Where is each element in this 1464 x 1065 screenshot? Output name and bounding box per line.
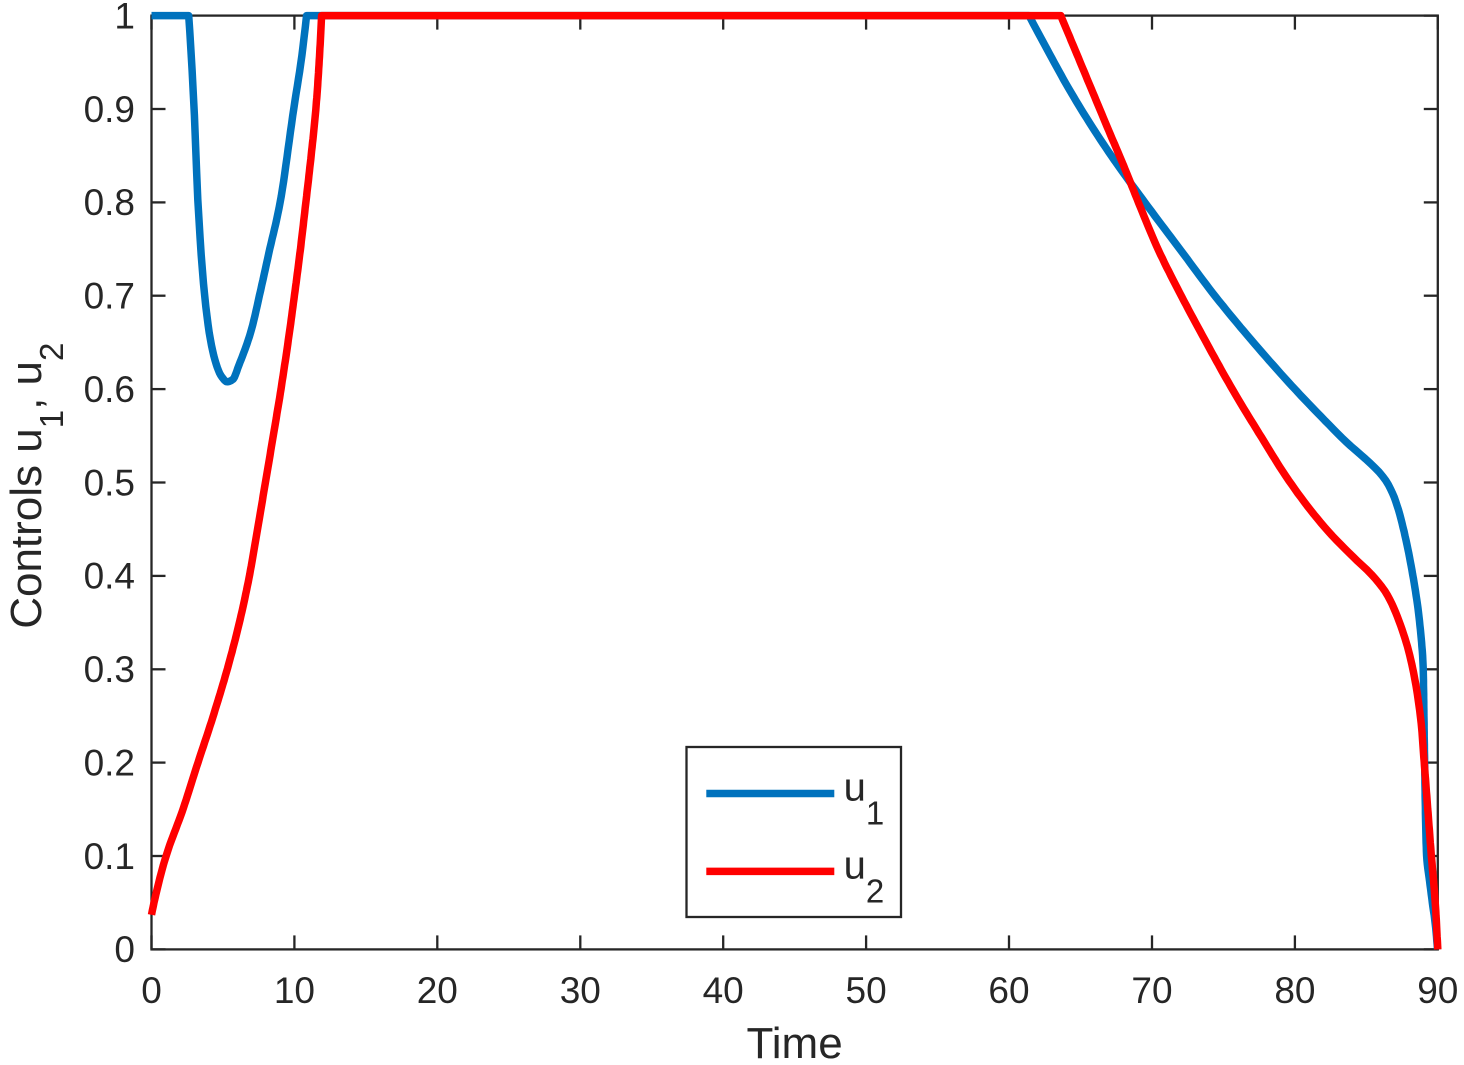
- svg-text:1: 1: [114, 0, 135, 36]
- svg-text:70: 70: [1131, 970, 1172, 1011]
- svg-text:0.9: 0.9: [84, 89, 135, 130]
- svg-text:10: 10: [274, 970, 315, 1011]
- svg-text:Time: Time: [747, 1019, 843, 1065]
- svg-text:0.8: 0.8: [84, 182, 135, 223]
- svg-text:0.4: 0.4: [84, 556, 135, 597]
- svg-text:0.7: 0.7: [84, 276, 135, 317]
- svg-text:0.5: 0.5: [84, 462, 135, 503]
- svg-text:0.3: 0.3: [84, 649, 135, 690]
- svg-text:0.6: 0.6: [84, 369, 135, 410]
- svg-text:30: 30: [560, 970, 601, 1011]
- svg-text:0.2: 0.2: [84, 742, 135, 783]
- svg-text:40: 40: [703, 970, 744, 1011]
- svg-text:20: 20: [417, 970, 458, 1011]
- svg-text:0.1: 0.1: [84, 836, 135, 877]
- svg-text:60: 60: [988, 970, 1029, 1011]
- svg-text:0: 0: [114, 929, 135, 970]
- svg-text:80: 80: [1274, 970, 1315, 1011]
- svg-text:90: 90: [1417, 970, 1458, 1011]
- svg-text:50: 50: [846, 970, 887, 1011]
- svg-text:0: 0: [141, 970, 162, 1011]
